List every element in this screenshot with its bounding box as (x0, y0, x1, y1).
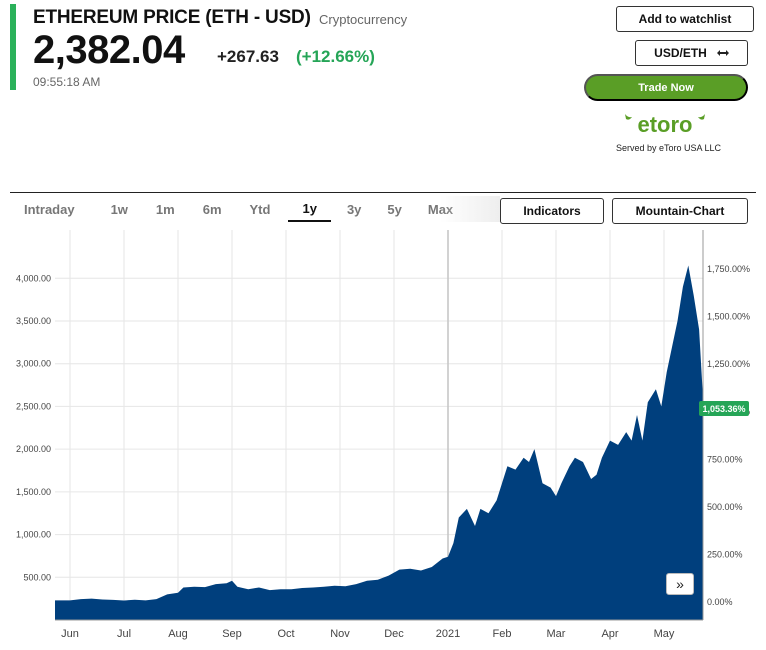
y-tick-label: 4,000.00 (16, 273, 51, 283)
section-divider (10, 192, 756, 193)
current-price: 2,382.04 (33, 28, 185, 72)
price-area-series (55, 265, 703, 620)
tab-5y[interactable]: 5y (387, 201, 402, 217)
tab-intraday[interactable]: Intraday (24, 201, 75, 217)
tab-1y[interactable]: 1y (288, 196, 331, 222)
x-tick-label: Feb (493, 628, 512, 640)
currency-pair-toggle[interactable]: USD/ETH (635, 40, 748, 66)
tab-6m[interactable]: 6m (202, 201, 222, 217)
y-tick-label: 3,500.00 (16, 316, 51, 326)
tab-1m[interactable]: 1m (155, 201, 175, 217)
price-change-absolute: +267.63 (217, 47, 279, 66)
chart-type-button[interactable]: Mountain-Chart (612, 198, 748, 224)
x-tick-label: Sep (222, 628, 242, 640)
tab-ytd[interactable]: Ytd (249, 201, 271, 217)
expand-chart-button[interactable]: » (666, 573, 694, 595)
x-tick-label: Dec (384, 628, 404, 640)
quote-timestamp: 09:55:18 AM (33, 75, 101, 89)
y-right-tick-label: 1,500.00% (707, 311, 750, 321)
y-right-tick-label: 750.00% (707, 454, 743, 464)
asset-class-label: Cryptocurrency (319, 12, 408, 27)
y-tick-label: 2,000.00 (16, 444, 51, 454)
x-tick-label: Mar (547, 628, 566, 640)
tab-strip-fade (440, 196, 500, 222)
etoro-logo[interactable]: etoro (622, 108, 708, 138)
tab-1w[interactable]: 1w (110, 201, 128, 217)
last-change-badge: 1,053.36% (699, 401, 749, 416)
x-axis-labels: Jun Jul Aug Sep Oct Nov Dec 2021 Feb Mar Apr May (61, 628, 675, 640)
y-right-tick-label: 250.00% (707, 549, 743, 559)
swap-arrows-icon (716, 46, 729, 60)
y-tick-label: 500.00 (23, 572, 51, 582)
currency-pair-label: USD/ETH (654, 46, 707, 60)
trade-now-button[interactable]: Trade Now (584, 74, 748, 101)
left-axis-labels: 500.00 1,000.00 1,500.00 2,000.00 2,500.00 3,… (16, 273, 51, 582)
x-tick-label: Apr (601, 628, 618, 640)
y-tick-label: 2,500.00 (16, 401, 51, 411)
x-tick-label: Nov (330, 628, 350, 640)
double-chevron-right-icon: » (676, 576, 684, 592)
tab-3y[interactable]: 3y (346, 201, 362, 217)
y-tick-label: 1,000.00 (16, 530, 51, 540)
x-tick-label: 2021 (436, 628, 460, 640)
y-right-tick-label: 1,750.00% (707, 264, 750, 274)
accent-bar (10, 4, 16, 90)
x-tick-label: Oct (277, 628, 294, 640)
y-tick-label: 3,000.00 (16, 359, 51, 369)
page-title: ETHEREUM PRICE (ETH - USD) (33, 7, 311, 28)
right-axis-labels: 0.00%250.00%500.00%750.00%1,000.00%1,250… (707, 264, 750, 607)
x-tick-label: Aug (168, 628, 188, 640)
y-tick-label: 1,500.00 (16, 487, 51, 497)
price-change-percent: (+12.66%) (296, 47, 375, 66)
svg-text:etoro: etoro (638, 112, 693, 137)
add-to-watchlist-button[interactable]: Add to watchlist (616, 6, 754, 32)
y-right-tick-label: 0.00% (707, 597, 733, 607)
x-tick-label: Jul (117, 628, 131, 640)
indicators-button[interactable]: Indicators (500, 198, 604, 224)
y-right-tick-label: 500.00% (707, 502, 743, 512)
price-chart[interactable]: 500.00 1,000.00 1,500.00 2,000.00 2,500.00 3,… (0, 230, 766, 650)
y-right-tick-label: 1,250.00% (707, 359, 750, 369)
x-tick-label: May (654, 628, 675, 640)
sponsor-note: Served by eToro USA LLC (616, 143, 722, 153)
range-tabs: Intraday 1w 1m 6m Ytd 1y 3y 5y Max (14, 196, 463, 226)
x-tick-label: Jun (61, 628, 79, 640)
